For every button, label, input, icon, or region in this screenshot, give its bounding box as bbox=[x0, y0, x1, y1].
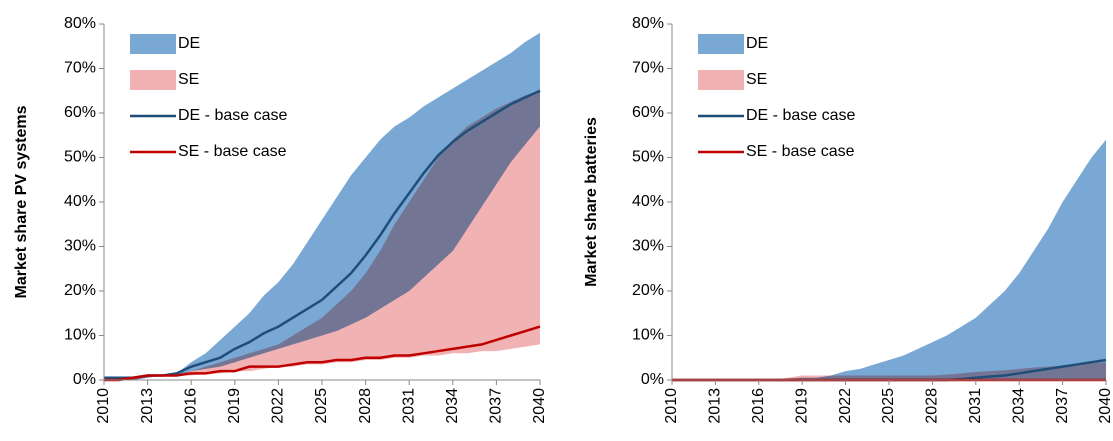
y-tick-label: 10% bbox=[632, 327, 664, 344]
x-tick-label: 2019 bbox=[226, 388, 243, 424]
y-tick-label: 20% bbox=[632, 282, 664, 299]
y-tick-label: 70% bbox=[632, 60, 664, 77]
y-axis-title: Market share PV systems bbox=[13, 105, 30, 298]
x-tick-label: 2034 bbox=[1010, 388, 1027, 424]
legend-swatch bbox=[130, 70, 176, 90]
legend-label: DE bbox=[746, 35, 768, 52]
x-tick-label: 2013 bbox=[139, 388, 156, 424]
legend-swatch bbox=[698, 70, 744, 90]
x-tick-label: 2037 bbox=[488, 388, 505, 424]
x-tick-label: 2019 bbox=[793, 388, 810, 424]
x-tick-label: 2010 bbox=[663, 388, 680, 424]
y-tick-label: 50% bbox=[632, 149, 664, 166]
x-tick-label: 2037 bbox=[1054, 388, 1071, 424]
y-tick-label: 0% bbox=[73, 371, 96, 388]
x-tick-label: 2013 bbox=[707, 388, 724, 424]
legend-swatch bbox=[698, 34, 744, 54]
y-tick-label: 40% bbox=[64, 193, 96, 210]
plot bbox=[104, 32, 541, 382]
x-tick-label: 2016 bbox=[750, 388, 767, 424]
x-tick-label: 2016 bbox=[182, 388, 199, 424]
y-tick-label: 80% bbox=[64, 15, 96, 32]
x-tick-label: 2028 bbox=[357, 388, 374, 424]
y-tick-label: 60% bbox=[64, 104, 96, 121]
band-area bbox=[672, 139, 1106, 380]
y-tick-label: 10% bbox=[64, 327, 96, 344]
y-tick-label: 20% bbox=[64, 282, 96, 299]
x-tick-label: 2031 bbox=[400, 388, 417, 424]
y-axis-title: Market share batteries bbox=[583, 117, 600, 287]
legend-label: SE bbox=[746, 71, 767, 88]
y-tick-label: 80% bbox=[632, 15, 664, 32]
x-tick-label: 2025 bbox=[880, 388, 897, 424]
y-tick-label: 40% bbox=[632, 193, 664, 210]
x-tick-label: 2022 bbox=[270, 388, 287, 424]
x-tick-label: 2025 bbox=[313, 388, 330, 424]
y-tick-label: 30% bbox=[632, 238, 664, 255]
line bbox=[104, 325, 541, 382]
legend-label: SE - base case bbox=[746, 143, 855, 160]
y-tick-label: 30% bbox=[64, 238, 96, 255]
x-tick-label: 2040 bbox=[1097, 388, 1113, 424]
legend-label: SE bbox=[178, 71, 199, 88]
x-tick-label: 2031 bbox=[967, 388, 984, 424]
line bbox=[104, 89, 541, 380]
x-tick-label: 2022 bbox=[837, 388, 854, 424]
y-tick-label: 70% bbox=[64, 60, 96, 77]
y-tick-label: 50% bbox=[64, 149, 96, 166]
x-tick-label: 2028 bbox=[924, 388, 941, 424]
legend-label: DE - base case bbox=[178, 107, 287, 124]
legend-swatch bbox=[130, 34, 176, 54]
band-area bbox=[104, 32, 540, 381]
legend-label: DE bbox=[178, 35, 200, 52]
legend-label: DE - base case bbox=[746, 107, 855, 124]
band-area bbox=[104, 90, 540, 380]
y-tick-label: 0% bbox=[641, 371, 664, 388]
x-tick-label: 2010 bbox=[95, 388, 112, 424]
y-tick-label: 60% bbox=[632, 104, 664, 121]
x-tick-label: 2040 bbox=[531, 388, 548, 424]
plot bbox=[672, 139, 1107, 382]
legend-label: SE - base case bbox=[178, 143, 287, 160]
x-tick-label: 2034 bbox=[444, 388, 461, 424]
